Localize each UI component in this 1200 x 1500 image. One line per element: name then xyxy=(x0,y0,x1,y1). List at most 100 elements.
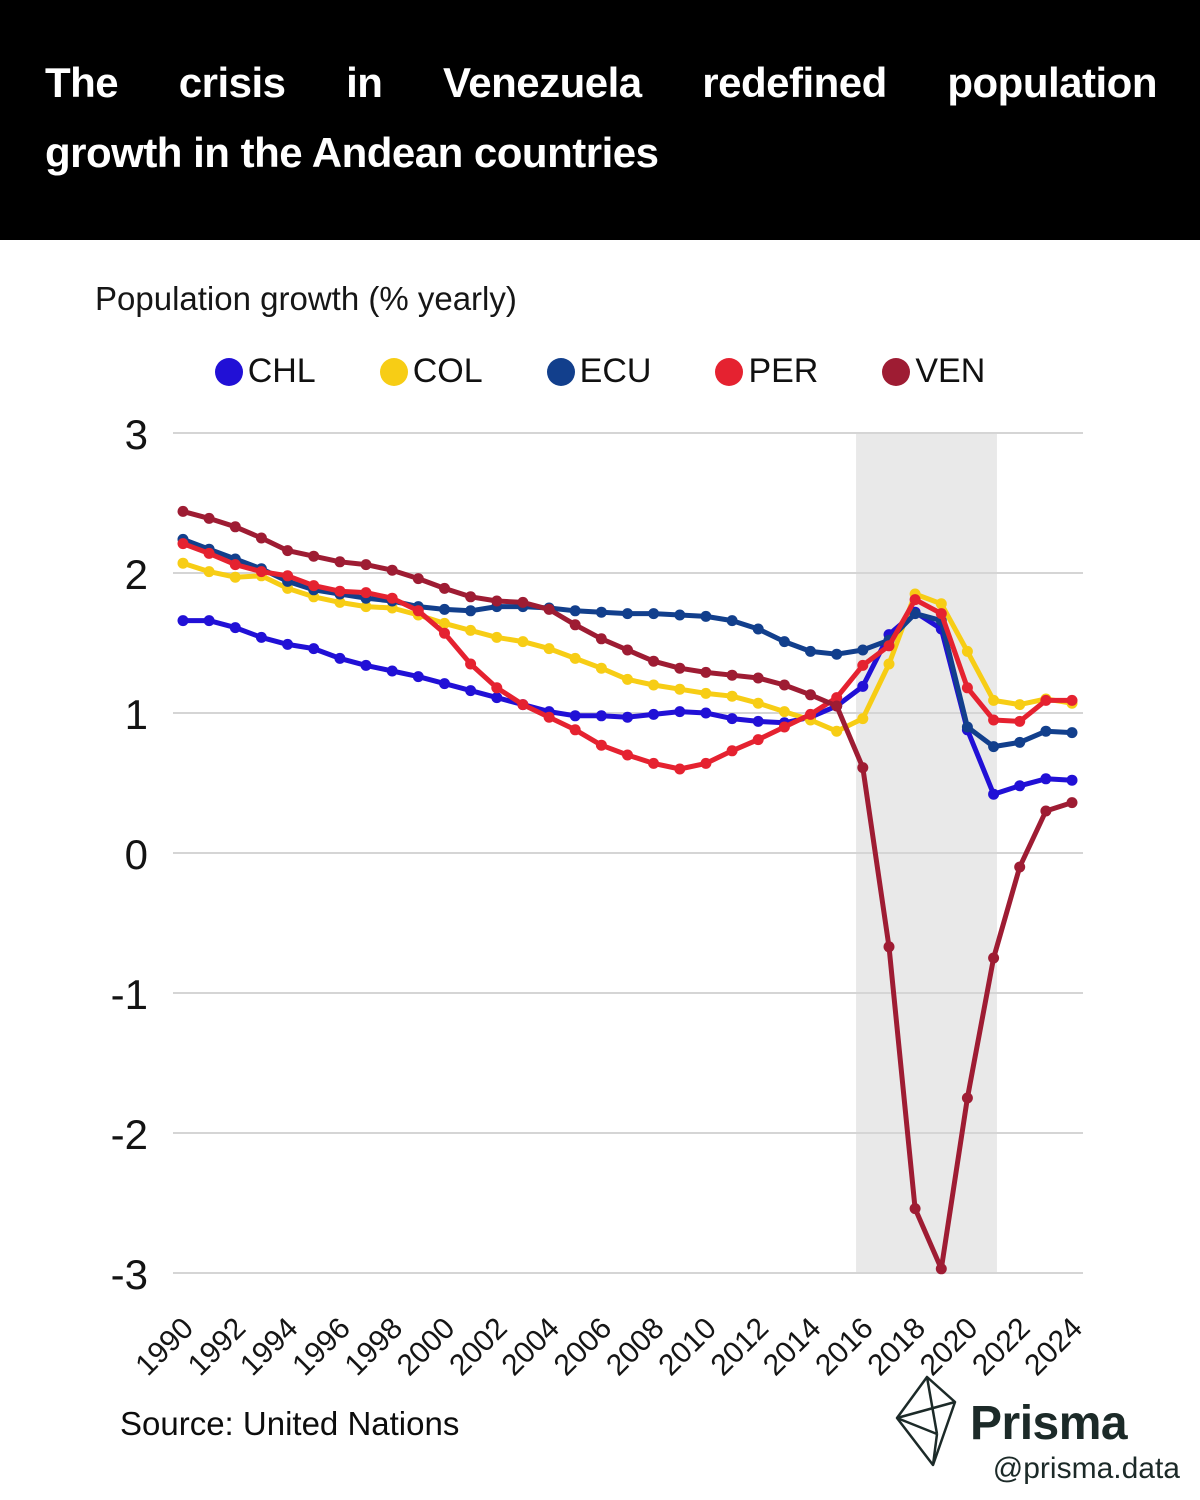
legend-item-ECU: ECU xyxy=(546,352,651,391)
data-point-ECU-2018 xyxy=(909,608,921,620)
data-point-VEN-2020 xyxy=(961,1092,973,1104)
data-point-ECU-2000 xyxy=(439,603,450,615)
data-point-COL-2008 xyxy=(648,679,660,691)
data-point-CHL-2001 xyxy=(465,685,477,697)
y-axis-label-2: 2 xyxy=(125,551,148,598)
data-point-PER-2017 xyxy=(883,640,895,652)
data-point-COL-2001 xyxy=(465,624,477,636)
x-axis-label-2002: 2002 xyxy=(443,1312,514,1383)
data-point-CHL-1996 xyxy=(334,652,346,664)
data-point-CHL-1997 xyxy=(360,659,372,671)
y-axis-label-0: 0 xyxy=(125,831,148,878)
data-point-VEN-2000 xyxy=(439,582,450,594)
data-point-COL-2000 xyxy=(439,617,450,629)
data-point-COL-2021 xyxy=(988,694,1000,706)
data-point-PER-2002 xyxy=(491,682,503,694)
data-point-VEN-2010 xyxy=(700,666,712,678)
x-axis-label-2014: 2014 xyxy=(757,1312,828,1383)
data-point-VEN-2022 xyxy=(1014,861,1026,873)
legend-item-COL: COL xyxy=(379,352,483,391)
data-point-VEN-1992 xyxy=(229,521,241,533)
data-point-PER-1999 xyxy=(412,605,424,617)
data-point-PER-2014 xyxy=(805,708,816,720)
data-point-COL-2016 xyxy=(857,713,869,725)
data-point-VEN-1991 xyxy=(203,512,215,524)
legend-dot-PER xyxy=(715,357,744,386)
x-axis-label-1990: 1990 xyxy=(129,1312,200,1383)
data-point-COL-2012 xyxy=(752,697,764,709)
data-point-PER-2013 xyxy=(778,721,790,733)
x-axis-label-2022: 2022 xyxy=(966,1312,1037,1383)
data-point-COL-2010 xyxy=(700,687,712,699)
data-point-COL-2015 xyxy=(831,725,843,737)
data-point-COL-2011 xyxy=(726,690,738,702)
legend-dot-ECU xyxy=(546,357,575,386)
data-point-VEN-2017 xyxy=(883,941,895,953)
y-axis-label--3: -3 xyxy=(111,1251,148,1298)
data-point-CHL-2021 xyxy=(988,788,1000,800)
prism-diamond-icon xyxy=(895,1375,957,1467)
data-point-COL-2002 xyxy=(491,631,503,643)
data-point-VEN-2008 xyxy=(648,655,660,667)
x-axis-label-2020: 2020 xyxy=(914,1312,985,1383)
x-axis-label-2008: 2008 xyxy=(600,1312,671,1383)
data-point-VEN-2004 xyxy=(543,603,555,615)
data-point-CHL-1990 xyxy=(177,615,189,627)
data-point-ECU-2020 xyxy=(961,721,973,733)
data-point-COL-2019 xyxy=(935,598,947,610)
legend-label-VEN: VEN xyxy=(915,352,986,390)
data-point-COL-2005 xyxy=(569,652,581,664)
x-axis-label-2012: 2012 xyxy=(705,1312,776,1383)
data-point-COL-2020 xyxy=(961,645,973,657)
data-point-ECU-2023 xyxy=(1040,725,1052,737)
data-point-VEN-1999 xyxy=(412,573,424,585)
x-axis-label-2010: 2010 xyxy=(652,1312,723,1383)
data-point-PER-2012 xyxy=(752,734,764,746)
legend-label-PER: PER xyxy=(748,352,819,390)
data-point-COL-1997 xyxy=(360,601,372,613)
legend-label-CHL: CHL xyxy=(247,352,316,390)
data-point-VEN-1995 xyxy=(308,550,320,562)
data-point-PER-2008 xyxy=(648,757,660,769)
data-point-VEN-2018 xyxy=(909,1203,921,1215)
data-point-CHL-2006 xyxy=(595,710,607,722)
data-point-VEN-2014 xyxy=(805,689,816,701)
x-axis-label-2006: 2006 xyxy=(548,1312,619,1383)
data-point-CHL-2012 xyxy=(752,715,764,727)
data-point-COL-1992 xyxy=(229,571,241,583)
data-point-COL-1990 xyxy=(177,557,189,569)
x-axis-label-2000: 2000 xyxy=(391,1312,462,1383)
x-axis-label-1996: 1996 xyxy=(286,1312,357,1383)
chart-area: 3 2 1 0 -1 -2 -3 1990 1992 1994 1996 1998 2000 2002 20… xyxy=(0,400,1200,1410)
y-axis-label-3: 3 xyxy=(125,411,148,458)
data-point-VEN-2024 xyxy=(1066,797,1078,809)
data-point-PER-2011 xyxy=(726,745,738,757)
data-point-COL-2017 xyxy=(883,658,895,670)
data-point-VEN-1998 xyxy=(386,564,398,576)
data-point-ECU-2013 xyxy=(778,636,790,648)
y-axis-label--1: -1 xyxy=(111,971,148,1018)
data-point-VEN-1994 xyxy=(282,545,294,557)
data-point-PER-1997 xyxy=(360,587,372,599)
data-point-PER-2024 xyxy=(1066,694,1078,706)
data-point-ECU-2006 xyxy=(595,606,607,618)
data-point-COL-2006 xyxy=(595,662,607,674)
data-point-VEN-2005 xyxy=(569,619,581,631)
data-point-PER-2000 xyxy=(439,627,450,639)
data-point-PER-2020 xyxy=(961,682,973,694)
page-title-line-1: The crisis in Venezuela redefined popula… xyxy=(45,59,1158,106)
data-point-VEN-1997 xyxy=(360,559,372,571)
data-point-VEN-2019 xyxy=(935,1263,947,1275)
data-point-VEN-2012 xyxy=(752,672,764,684)
data-point-CHL-2005 xyxy=(569,710,581,722)
data-point-VEN-2021 xyxy=(988,952,1000,964)
data-point-VEN-2001 xyxy=(465,591,477,603)
data-point-COL-2022 xyxy=(1014,699,1026,711)
title-banner: The crisis in Venezuela redefined popula… xyxy=(0,0,1200,240)
data-point-VEN-2013 xyxy=(778,679,790,691)
legend-item-CHL: CHL xyxy=(214,352,316,391)
legend-label-COL: COL xyxy=(412,352,483,390)
data-point-CHL-1994 xyxy=(282,638,294,650)
y-axis-label--2: -2 xyxy=(111,1111,148,1158)
